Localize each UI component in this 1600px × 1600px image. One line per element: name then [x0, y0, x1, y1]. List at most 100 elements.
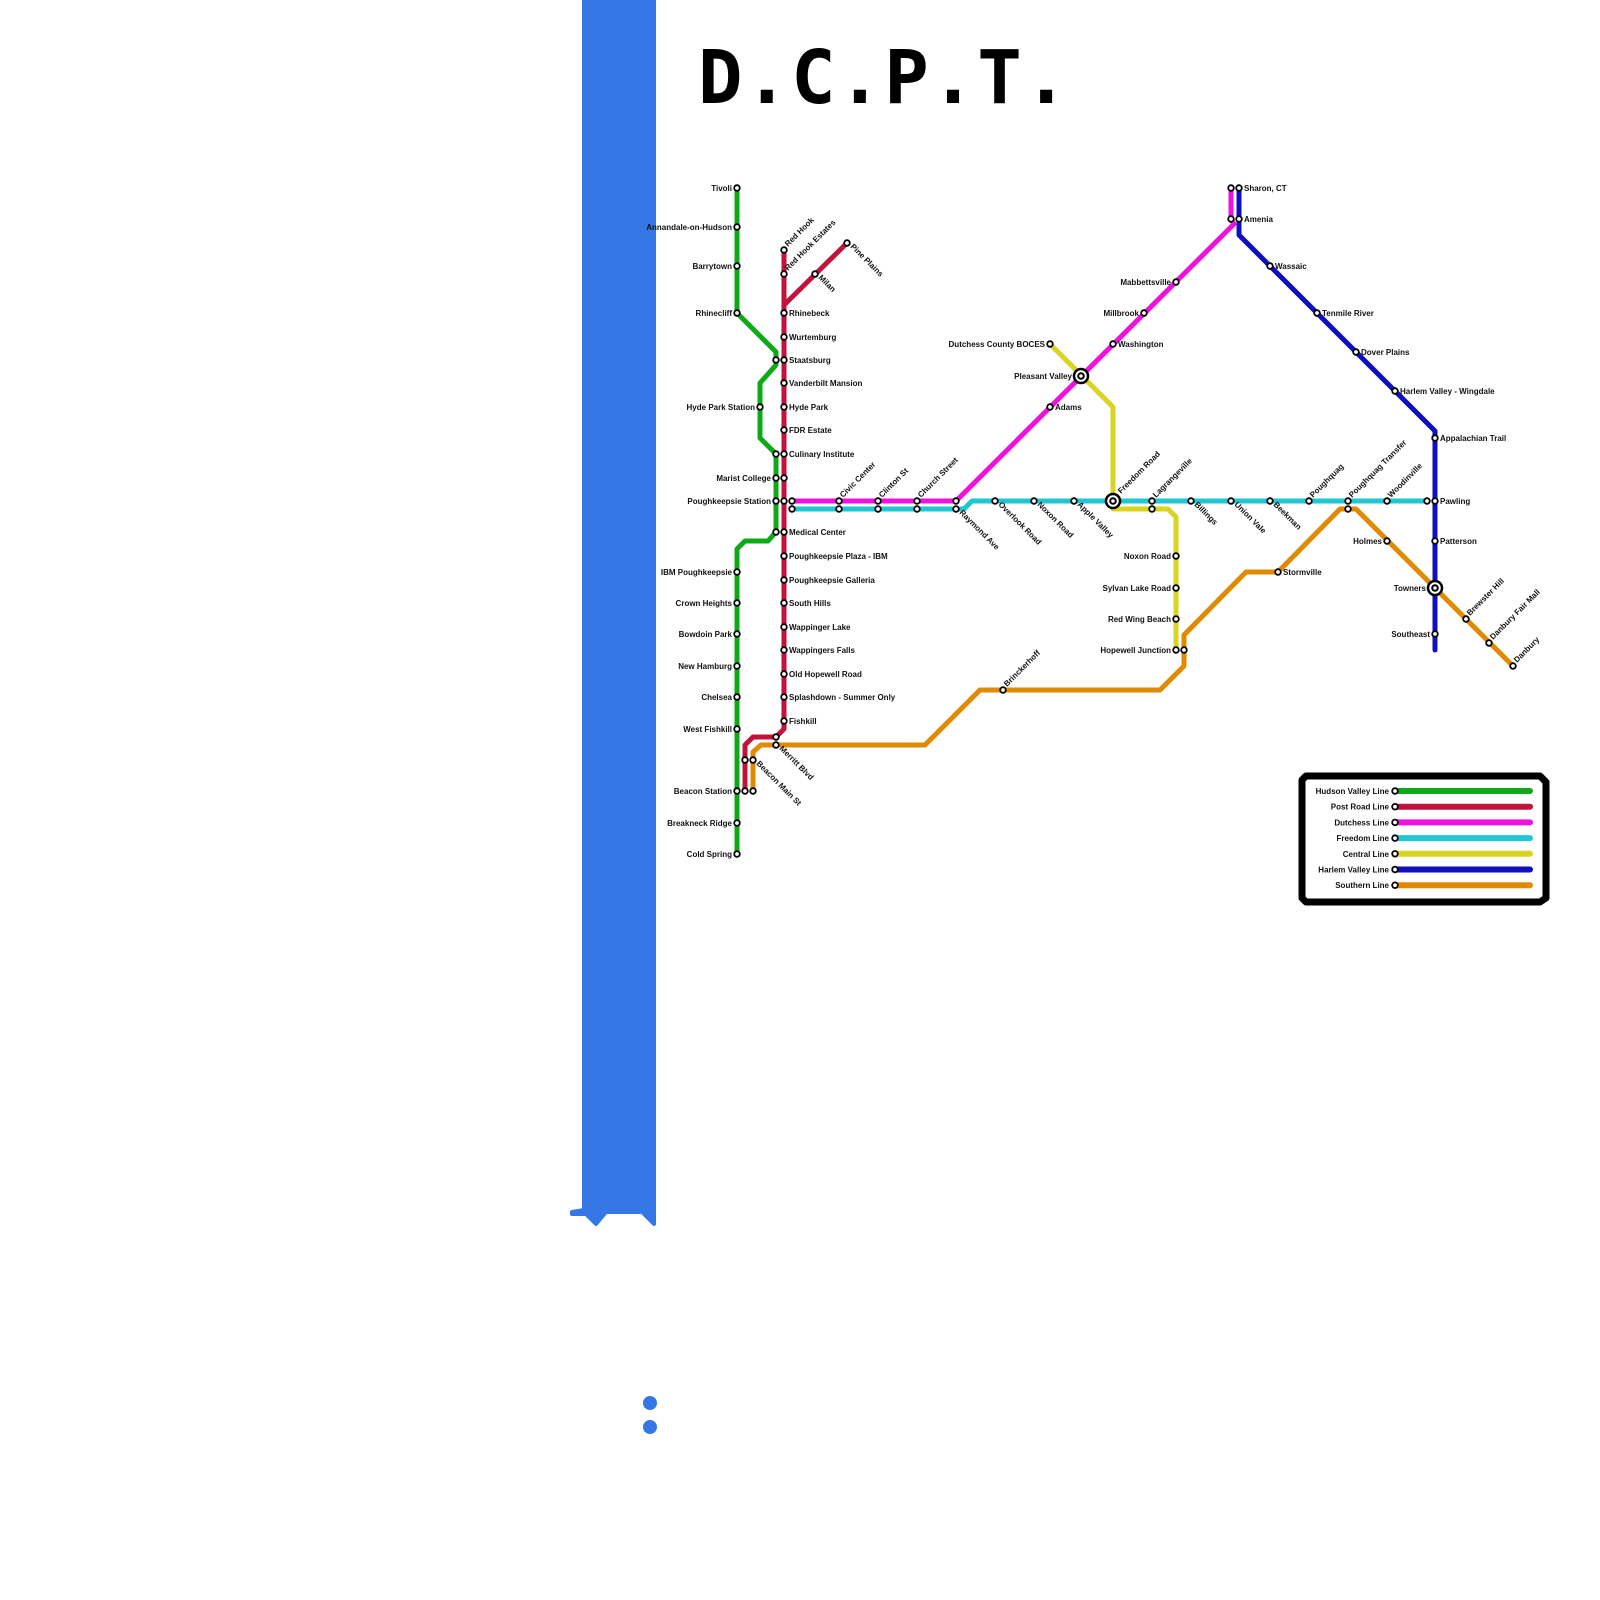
station-marker[interactable]: [780, 717, 788, 725]
station-red-wing-beach[interactable]: Red Wing Beach: [1108, 615, 1180, 624]
station-marker[interactable]: [874, 505, 882, 513]
station-marker[interactable]: [952, 497, 960, 505]
station-brinckerhoff[interactable]: Brinckerhoff: [999, 648, 1042, 694]
station-appalachian-trail[interactable]: Appalachian Trail: [1431, 434, 1506, 443]
station-marker[interactable]: [1313, 309, 1321, 317]
station-marker[interactable]: [733, 262, 741, 270]
station-tivoli[interactable]: Tivoli: [711, 184, 741, 193]
station-marker[interactable]: [780, 403, 788, 411]
station-marker[interactable]: [733, 850, 741, 858]
station-marker[interactable]: [835, 497, 843, 505]
station-marker[interactable]: [1140, 309, 1148, 317]
station-millbrook[interactable]: Millbrook: [1103, 309, 1148, 318]
station-tenmile-river[interactable]: Tenmile River: [1313, 309, 1374, 318]
station-marker[interactable]: [1344, 505, 1352, 513]
station-marker[interactable]: [999, 686, 1007, 694]
station-marker[interactable]: [780, 623, 788, 631]
station-marker[interactable]: [952, 505, 960, 513]
station-medical-center[interactable]: Medical Center: [772, 528, 846, 537]
station-marker[interactable]: [1227, 184, 1235, 192]
station-marker[interactable]: [780, 270, 788, 278]
station-stormville[interactable]: Stormville: [1274, 568, 1322, 577]
station-marker[interactable]: [788, 497, 796, 505]
station-marker[interactable]: [733, 693, 741, 701]
station-marker[interactable]: [1227, 497, 1235, 505]
station-noxon-road[interactable]: Noxon Road: [1124, 552, 1180, 561]
station-west-fishkill[interactable]: West Fishkill: [683, 725, 741, 734]
station-marker[interactable]: [733, 725, 741, 733]
station-marker[interactable]: [780, 356, 788, 364]
station-annandale-on-hudson[interactable]: Annandale-on-Hudson: [646, 223, 741, 232]
station-marker[interactable]: [788, 505, 796, 513]
station-staatsburg[interactable]: Staatsburg: [772, 356, 831, 365]
station-adams[interactable]: Adams: [1046, 403, 1082, 412]
station-amenia[interactable]: Amenia: [1227, 215, 1273, 224]
station-civic-center[interactable]: Civic Center: [835, 460, 877, 513]
station-wassaic[interactable]: Wassaic: [1266, 262, 1307, 271]
station-marker[interactable]: [1391, 387, 1399, 395]
station-marker[interactable]: [1431, 630, 1439, 638]
station-patterson[interactable]: Patterson: [1431, 537, 1477, 546]
station-mabbettsville[interactable]: Mabbettsville: [1120, 278, 1180, 287]
station-poughquag[interactable]: Poughquag: [1305, 462, 1346, 505]
station-marker[interactable]: [1485, 639, 1493, 647]
station-dutchess-county-boces[interactable]: Dutchess County BOCES: [949, 340, 1054, 349]
station-woodinville[interactable]: Woodinville: [1383, 461, 1424, 505]
station-marker[interactable]: [1187, 497, 1195, 505]
station-clinton-st[interactable]: Clinton St: [874, 466, 910, 513]
station-sylvan-lake-road[interactable]: Sylvan Lake Road: [1103, 584, 1180, 593]
station-marker[interactable]: [1462, 615, 1470, 623]
station-marker[interactable]: [874, 497, 882, 505]
station-marker[interactable]: [780, 599, 788, 607]
station-marker[interactable]: [811, 270, 819, 278]
station-marker[interactable]: [1266, 262, 1274, 270]
station-marker[interactable]: [733, 599, 741, 607]
station-marker[interactable]: [843, 239, 851, 247]
station-rhinecliff[interactable]: Rhinecliff: [696, 309, 741, 318]
station-marker[interactable]: [733, 223, 741, 231]
station-marker[interactable]: [780, 646, 788, 654]
station-wappinger-lake[interactable]: Wappinger Lake: [780, 623, 851, 632]
station-marker[interactable]: [1148, 505, 1156, 513]
station-splashdown-summer-only[interactable]: Splashdown - Summer Only: [780, 693, 896, 702]
station-marker[interactable]: [1431, 434, 1439, 442]
station-marker[interactable]: [780, 670, 788, 678]
station-marker[interactable]: [991, 497, 999, 505]
station-harlem-valley-wingdale[interactable]: Harlem Valley - Wingdale: [1391, 387, 1495, 396]
station-hyde-park[interactable]: Hyde Park: [780, 403, 829, 412]
station-marker[interactable]: [772, 733, 780, 741]
station-marker[interactable]: [1030, 497, 1038, 505]
station-old-hopewell-road[interactable]: Old Hopewell Road: [780, 670, 862, 679]
station-dover-plains[interactable]: Dover Plains: [1352, 348, 1410, 357]
station-breakneck-ridge[interactable]: Breakneck Ridge: [667, 819, 741, 828]
station-marist-college[interactable]: Marist College: [716, 474, 788, 483]
station-marker[interactable]: [1109, 340, 1117, 348]
station-barrytown[interactable]: Barrytown: [692, 262, 741, 271]
station-marker[interactable]: [780, 528, 788, 536]
station-marker[interactable]: [835, 505, 843, 513]
station-marker[interactable]: [741, 787, 749, 795]
station-marker[interactable]: [1352, 348, 1360, 356]
station-merritt-blvd[interactable]: Merritt Blvd: [772, 733, 815, 782]
station-poughkeepsie-plaza-ibm[interactable]: Poughkeepsie Plaza - IBM: [780, 552, 888, 561]
station-poughkeepsie-galleria[interactable]: Poughkeepsie Galleria: [780, 576, 875, 585]
station-marker[interactable]: [780, 552, 788, 560]
station-marker[interactable]: [780, 379, 788, 387]
station-marker[interactable]: [772, 474, 780, 482]
station-marker[interactable]: [1046, 340, 1054, 348]
station-marker[interactable]: [780, 246, 788, 254]
station-marker[interactable]: [780, 450, 788, 458]
station-marker[interactable]: [741, 756, 749, 764]
station-pleasant-valley[interactable]: Pleasant Valley: [1014, 367, 1090, 385]
station-marker[interactable]: [1305, 497, 1313, 505]
station-marker[interactable]: [1431, 537, 1439, 545]
station-marker[interactable]: [733, 184, 741, 192]
station-fishkill[interactable]: Fishkill: [780, 717, 817, 726]
station-marker[interactable]: [1423, 497, 1431, 505]
station-marker[interactable]: [772, 741, 780, 749]
station-new-hamburg[interactable]: New Hamburg: [678, 662, 741, 671]
station-marker[interactable]: [1235, 215, 1243, 223]
station-poughkeepsie-station[interactable]: Poughkeepsie Station: [687, 497, 796, 513]
station-marker[interactable]: [780, 576, 788, 584]
station-washington[interactable]: Washington: [1109, 340, 1164, 349]
